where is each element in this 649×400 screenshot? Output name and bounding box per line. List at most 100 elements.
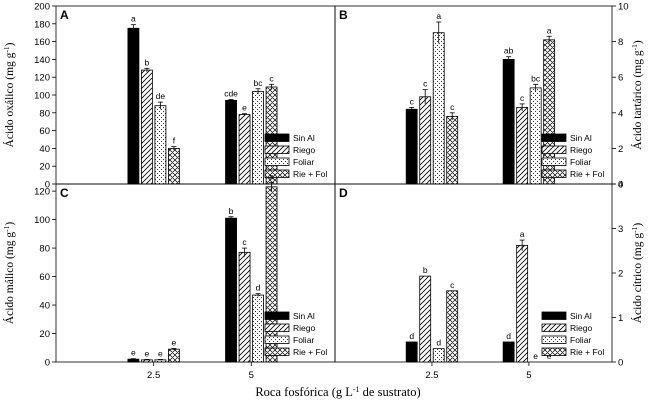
y-axis-title: Ácido cítrico (mg g-1) [630,223,645,324]
significance-letter: e [131,348,136,358]
significance-letter: a [131,14,136,24]
legend-label: Rie + Fol [570,347,604,357]
y-tick-label: 160 [34,37,50,48]
bar [446,290,459,363]
y-tick-label: 100 [34,215,50,226]
y-tick-label: 4 [618,108,623,119]
panel-d: D 0 1 2 3 4 Ácido cítrico (mg g-1) 2.5 5 d d b a d e c e… [334,180,645,381]
significance-letter: d [409,331,414,341]
y-tick-label: 80 [39,244,50,255]
significance-letter: d [256,283,261,293]
significance-letter: e [547,351,552,361]
significance-letter: e [145,348,150,358]
y-tick-label: 0 [45,358,50,369]
legend-swatch [541,323,567,332]
bar [502,59,515,185]
y-tick-label: 2 [618,144,623,155]
bar [140,69,153,185]
legend-label: Foliar [293,335,314,345]
y-tick-label: 60 [39,126,50,137]
bar [225,99,237,185]
y-axis-title: Ácido tartárico (mg g-1) [630,40,645,150]
significance-letter: b [145,57,150,67]
legend-swatch [264,157,290,166]
bar [127,27,140,185]
legend-label: Riego [293,145,315,155]
legend-swatch [264,145,290,154]
legend-swatch [541,311,567,320]
bar [238,251,251,363]
y-tick-label: 0 [618,358,623,369]
y-tick-label: 2 [618,269,623,280]
legend-swatch [541,157,567,166]
y-tick-label: 80 [39,108,50,119]
bar [167,147,180,185]
panel-letter: A [60,8,69,22]
legend-label: Riego [570,145,592,155]
significance-letter: cde [224,88,238,98]
y-tick-label: 4 [618,180,623,191]
legend-swatch [264,133,290,142]
significance-letter: a [520,229,525,239]
bar [432,32,445,185]
significance-letter: c [520,93,525,103]
significance-letter: a [547,25,552,35]
legend-swatch [264,323,290,332]
y-tick-label: 40 [39,301,50,312]
bar [252,91,264,185]
legend-label: Riego [293,323,315,333]
significance-letter: e [242,103,247,113]
bar [502,341,515,363]
y-tick-label: 20 [39,162,50,173]
bar [419,96,432,185]
panel-letter: D [339,186,348,200]
significance-letter: c [450,102,455,112]
legend-label: Rie + Fol [293,347,327,357]
legend-label: Sin Al [570,311,592,321]
legend-label: Riego [570,323,592,333]
panel-a: A 0 20 40 60 80 100 120 140 160 180 200 Ácido oxálic… [2,2,336,191]
y-axis-title: Ácido málico (mg g-1) [2,222,17,325]
x-tick-label: 5 [526,370,531,381]
x-tick-label: 5 [249,370,254,381]
legend-label: Sin Al [293,133,315,143]
legend-label: Rie + Fol [570,169,604,179]
significance-letter: e [172,337,177,347]
bar [225,217,237,363]
x-axis-title: Roca fosfórica (g L-1 de sustrato) [255,385,420,400]
y-tick-label: 120 [34,73,50,84]
bar [238,114,251,185]
bar [529,87,542,185]
y-tick-label: 8 [618,37,623,48]
y-tick-label: 3 [618,224,623,235]
legend-label: Foliar [570,157,591,167]
significance-letter: f [173,136,176,146]
bar [432,348,445,363]
significance-letter: e [533,351,538,361]
legend-label: Sin Al [570,133,592,143]
y-tick-label: 40 [39,144,50,155]
legend-label: Foliar [293,157,314,167]
y-tick-label: 140 [34,55,50,66]
legend-swatch [264,347,290,356]
significance-letter: c [410,96,415,106]
significance-letter: d [506,331,511,341]
y-tick-label: 120 [34,187,50,198]
significance-letter: e [158,348,163,358]
bar [419,275,432,363]
y-tick-label: 200 [34,2,50,13]
bar [405,341,418,363]
y-tick-label: 0 [45,180,50,191]
bar [446,115,459,185]
significance-letter: de [156,91,166,101]
y-tick-label: 6 [618,73,623,84]
significance-letter: c [242,237,247,247]
significance-letter: d [436,338,441,348]
significance-letter: bc [531,73,541,83]
bar [252,294,264,363]
x-tick-label: 2.5 [147,370,160,381]
